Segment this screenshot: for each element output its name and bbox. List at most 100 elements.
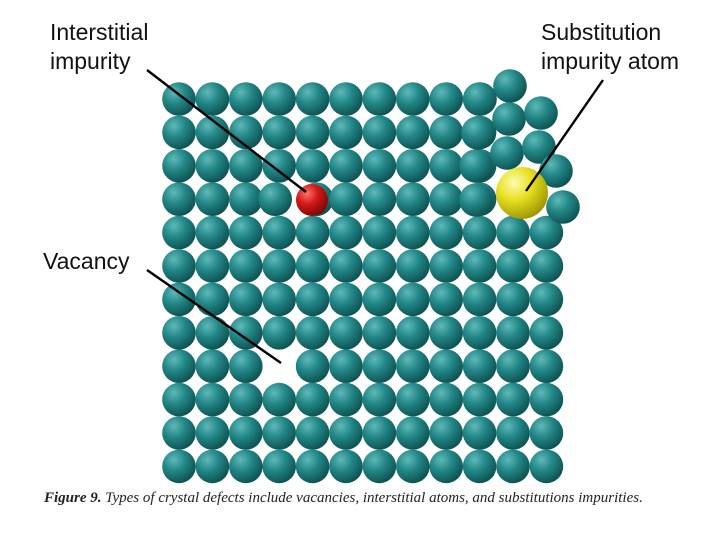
host-atom [496, 416, 530, 450]
host-atom [295, 82, 330, 116]
host-atom [462, 215, 497, 250]
host-atom [529, 449, 564, 484]
host-atom [262, 249, 297, 283]
host-atom [529, 215, 564, 250]
host-atom [396, 416, 430, 450]
host-atom-distorted [522, 130, 556, 164]
host-atom [329, 416, 363, 450]
host-atom [262, 416, 297, 450]
host-atom [162, 115, 196, 150]
host-atom [362, 316, 397, 350]
host-atom [396, 149, 430, 183]
host-atom [295, 449, 330, 484]
host-atom [529, 382, 564, 417]
caption-prefix: Figure 9. [44, 490, 102, 506]
host-atom [329, 215, 363, 250]
host-atom [429, 215, 464, 250]
host-atom [162, 349, 196, 384]
host-atom [329, 449, 363, 484]
host-atom [295, 249, 330, 283]
host-atom [329, 115, 363, 150]
host-atom [496, 349, 530, 384]
vacancy-leader-line [146, 269, 282, 364]
host-atom [362, 182, 397, 216]
host-atom [195, 115, 230, 150]
host-atom [329, 182, 363, 216]
host-atom [429, 382, 464, 417]
host-atom [429, 182, 464, 216]
host-atom [162, 215, 196, 250]
host-atom [195, 416, 230, 450]
host-atom [295, 382, 330, 417]
host-atom [295, 149, 330, 183]
host-atom [229, 416, 263, 450]
host-atom [496, 249, 530, 283]
host-atom [396, 215, 430, 250]
host-atom [329, 382, 363, 417]
interstitial-impurity-atom [296, 184, 328, 216]
host-atom [429, 449, 464, 484]
host-atom [195, 282, 230, 317]
host-atom [429, 349, 464, 384]
host-atom [429, 82, 464, 116]
host-atom [396, 282, 430, 317]
host-atom [295, 416, 330, 450]
host-atom [362, 215, 397, 250]
host-atom [429, 249, 464, 283]
crystal-defects-figure: Interstitial impurity Substitution impur… [43, 18, 679, 484]
substitution-label-line1: Substitution [541, 19, 662, 45]
caption-text: Types of crystal defects include vacanci… [105, 490, 643, 506]
host-atom [262, 215, 297, 250]
host-atom [162, 249, 196, 283]
host-atom [396, 449, 430, 484]
host-atom [462, 349, 497, 384]
host-atom [396, 316, 430, 350]
host-atom [162, 382, 196, 417]
substitution-impurity-label: Substitution impurity atom [541, 18, 679, 76]
host-atom [162, 182, 196, 216]
host-atom [429, 115, 464, 150]
host-atom [362, 416, 397, 450]
host-atom [195, 449, 230, 484]
host-atom [362, 249, 397, 283]
figure-caption: Figure 9. Types of crystal defects inclu… [44, 489, 684, 508]
host-atom [496, 316, 530, 350]
host-atom [529, 249, 564, 283]
host-atom [262, 282, 297, 317]
host-atom [362, 282, 397, 317]
host-atom [229, 282, 263, 317]
host-atom [295, 349, 330, 384]
host-atom-distorted [539, 154, 573, 188]
host-atom [362, 449, 397, 484]
host-atom [462, 282, 497, 317]
host-atom [529, 416, 564, 450]
host-atom [262, 382, 297, 417]
host-atom-distorted [463, 82, 497, 116]
host-atom-distorted [459, 149, 493, 183]
host-atom [195, 149, 230, 183]
host-atom [195, 382, 230, 417]
host-atom [462, 416, 497, 450]
host-atom [396, 349, 430, 384]
host-atom [396, 82, 430, 116]
leader-lines [146, 69, 604, 364]
interstitial-impurity-label: Interstitial impurity [50, 18, 148, 76]
host-atom [195, 316, 230, 350]
host-atom [195, 249, 230, 283]
host-atom [329, 349, 363, 384]
host-atom [229, 249, 263, 283]
host-atom [229, 316, 263, 350]
host-atom [429, 416, 464, 450]
interstitial-label-line1: Interstitial [50, 19, 149, 45]
host-atom [195, 349, 230, 384]
host-atom [496, 282, 530, 317]
host-atom [462, 382, 497, 417]
host-atom [462, 316, 497, 350]
host-atom [362, 349, 397, 384]
atoms-layer [162, 69, 580, 484]
host-atom [329, 82, 363, 116]
host-atom [496, 449, 530, 484]
host-atom [262, 316, 297, 350]
host-atom [362, 382, 397, 417]
host-atom [329, 149, 363, 183]
